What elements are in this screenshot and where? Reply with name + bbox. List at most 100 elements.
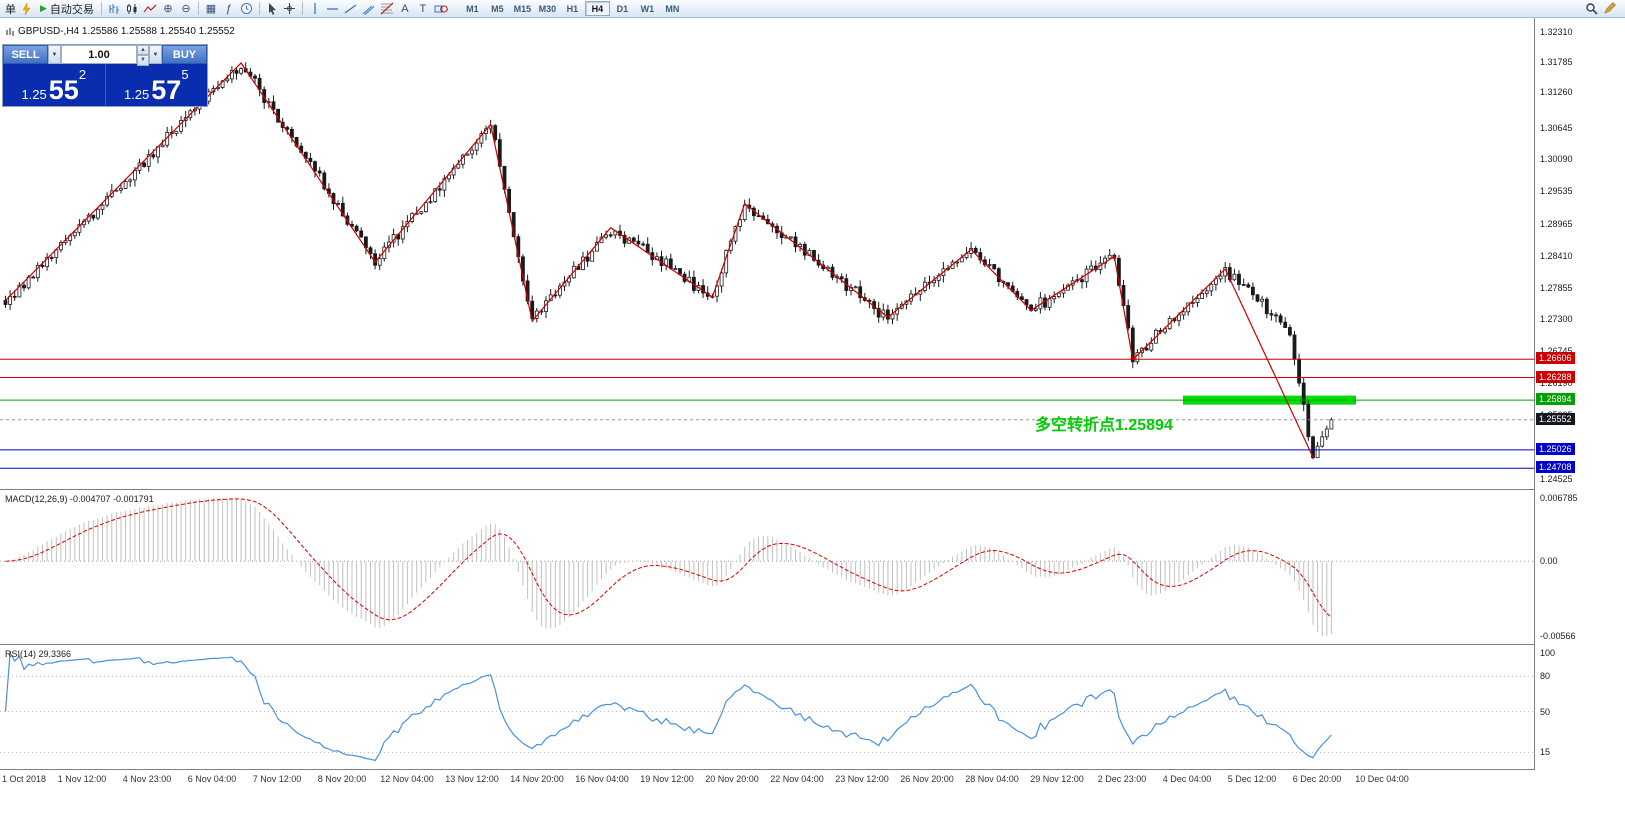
price-tick: 1.26190 <box>1540 378 1573 388</box>
timeframe-h1[interactable]: H1 <box>566 3 579 14</box>
ask-price-tile[interactable]: 1.25 57 5 <box>104 64 208 106</box>
price-level-badge: 1.25026 <box>1536 443 1575 455</box>
price-tick: 1.32310 <box>1540 27 1573 37</box>
zoom-in-button[interactable]: ⊕ <box>163 3 173 15</box>
time-axis-label: 6 Nov 04:00 <box>187 774 237 784</box>
equidistant-channel-button[interactable] <box>360 1 378 17</box>
time-axis-label: 1 Nov 12:00 <box>57 774 107 784</box>
time-axis-label: 12 Nov 04:00 <box>380 774 434 784</box>
time-axis-label: 5 Dec 12:00 <box>1227 774 1277 784</box>
rsi-axis-label: 50 <box>1540 707 1551 717</box>
macd-panel-canvas[interactable] <box>0 490 1534 644</box>
symbol-icon <box>6 28 14 36</box>
macd-axis-label: 0.00 <box>1540 556 1558 566</box>
price-tick: 1.27300 <box>1540 314 1573 324</box>
timeframe-m1[interactable]: M1 <box>466 3 479 14</box>
toolbar: 单 ▶ 自动交易 ⊕ ⊖ ▦ ƒ <box>0 0 1625 18</box>
price-axis[interactable]: 1.32310 1.31785 1.31260 1.30645 1.30090 1.295… <box>1534 18 1625 770</box>
bid-point: 2 <box>78 67 87 82</box>
buy-options-dropdown[interactable]: ▼ <box>149 45 162 64</box>
bid-pips: 55 <box>48 75 79 106</box>
time-axis-label: 1 Oct 2018 <box>2 774 47 784</box>
volume-up-icon[interactable]: ▲ <box>137 45 149 56</box>
tile-windows-button[interactable]: ▦ <box>205 3 217 15</box>
panel-separator[interactable] <box>0 769 1625 770</box>
time-axis-label: 26 Nov 20:00 <box>900 774 954 784</box>
cursor-button[interactable] <box>263 1 281 17</box>
time-axis[interactable]: 1 Oct 2018 1 Nov 12:00 4 Nov 23:00 6 Nov 04… <box>0 770 1625 796</box>
timeframe-m15[interactable]: M15 <box>513 3 532 14</box>
separator <box>301 2 303 15</box>
timeframe-w1[interactable]: W1 <box>640 3 655 14</box>
autotrade-label: 自动交易 <box>49 3 94 16</box>
candlestick-chart-button[interactable] <box>123 1 141 17</box>
play-icon: ▶ <box>40 3 47 13</box>
bar-chart-button[interactable] <box>105 1 123 17</box>
price-tick: 1.30645 <box>1540 123 1573 133</box>
time-axis-label: 2 Dec 23:00 <box>1097 774 1147 784</box>
rsi-axis-label: 100 <box>1540 648 1556 658</box>
time-axis-label: 20 Nov 20:00 <box>705 774 759 784</box>
one-click-trading-panel: SELL ▼ ▲ ▼ ▼ BUY 1.25 55 2 1.25 57 5 <box>2 44 208 107</box>
time-axis-label: 4 Dec 04:00 <box>1162 774 1212 784</box>
time-axis-label: 19 Nov 12:00 <box>640 774 694 784</box>
sell-options-dropdown[interactable]: ▼ <box>48 45 61 64</box>
rsi-panel-canvas[interactable] <box>0 645 1534 769</box>
line-chart-button[interactable] <box>141 1 159 17</box>
new-order-icon[interactable] <box>18 1 36 17</box>
crosshair-button[interactable] <box>281 1 299 17</box>
volume-input[interactable] <box>61 45 137 64</box>
time-axis-label: 28 Nov 04:00 <box>965 774 1019 784</box>
volume-stepper[interactable]: ▲ ▼ <box>137 45 149 66</box>
volume-down-icon[interactable]: ▼ <box>137 55 149 66</box>
price-tick: 1.24525 <box>1540 474 1573 484</box>
toolbar-right-group <box>1582 1 1618 17</box>
time-axis-label: 8 Nov 20:00 <box>317 774 367 784</box>
edit-pencil-button[interactable] <box>1600 1 1618 17</box>
price-tick: 1.28410 <box>1540 251 1573 261</box>
panel-separator[interactable] <box>0 644 1625 645</box>
shapes-button[interactable] <box>432 1 450 17</box>
price-level-badge: 1.26288 <box>1536 371 1575 383</box>
fibonacci-button[interactable] <box>378 1 396 17</box>
time-axis-label: 7 Nov 12:00 <box>252 774 302 784</box>
buy-button[interactable]: BUY <box>162 45 207 64</box>
new-order-button[interactable]: 单 <box>5 3 16 16</box>
price-tick: 1.30090 <box>1540 154 1573 164</box>
macd-axis-label: 0.006785 <box>1540 493 1578 503</box>
bid-ask-display: 1.25 55 2 1.25 57 5 <box>3 64 207 106</box>
chart-annotation-text[interactable]: 多空转折点1.25894 <box>1035 417 1173 434</box>
ask-prefix: 1.25 <box>123 86 150 102</box>
bid-price-tile[interactable]: 1.25 55 2 <box>3 64 105 106</box>
zoom-out-button[interactable]: ⊖ <box>181 3 191 15</box>
timeframe-h4[interactable]: H4 <box>584 1 610 16</box>
timeframe-m5[interactable]: M5 <box>491 3 504 14</box>
panel-separator[interactable] <box>0 489 1625 490</box>
label-button[interactable]: T <box>419 2 427 15</box>
separator <box>100 2 102 15</box>
timeframe-bar: M1 M5 M15 M30 H1 H4 D1 W1 MN <box>460 1 685 16</box>
price-tick: 1.31785 <box>1540 57 1573 67</box>
timeframe-d1[interactable]: D1 <box>616 3 629 14</box>
ask-point: 5 <box>181 67 189 82</box>
price-tick: 1.31260 <box>1540 87 1573 97</box>
trendline-button[interactable] <box>342 1 360 17</box>
timeframe-mn[interactable]: MN <box>665 3 680 14</box>
autotrade-button[interactable]: ▶ 自动交易 <box>36 1 98 17</box>
text-button[interactable]: A <box>401 2 409 15</box>
price-chart-canvas[interactable] <box>0 18 1534 489</box>
price-level-badge: 1.25552 <box>1536 413 1575 425</box>
search-button[interactable] <box>1582 1 1600 17</box>
sell-button[interactable]: SELL <box>3 45 48 64</box>
indicators-button[interactable]: ƒ <box>225 2 232 15</box>
trade-controls-row: SELL ▼ ▲ ▼ ▼ BUY <box>3 45 207 66</box>
time-axis-label: 14 Nov 20:00 <box>510 774 564 784</box>
separator <box>258 2 260 15</box>
timeframe-m30[interactable]: M30 <box>538 3 557 14</box>
ask-pips: 57 <box>151 75 182 106</box>
time-axis-label: 10 Dec 04:00 <box>1355 774 1409 784</box>
horizontal-line-button[interactable] <box>324 1 342 17</box>
periods-clock-button[interactable] <box>238 1 256 17</box>
rsi-label: RSI(14) 29.3366 <box>5 649 72 659</box>
vertical-line-button[interactable] <box>306 1 324 17</box>
